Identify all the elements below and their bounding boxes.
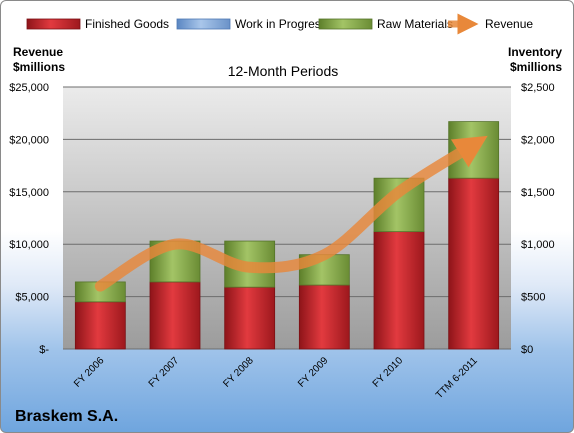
right-tick-label: $500 <box>521 292 545 304</box>
bar-finished-goods <box>373 231 425 350</box>
left-axis-label-line1: Revenue <box>13 45 63 59</box>
bar-finished-goods <box>224 286 276 350</box>
right-axis-ticks: $0 $500 $1,000 $1,500 $2,000 $2,500 <box>521 82 555 356</box>
right-tick-label: $2,500 <box>521 82 555 94</box>
bar-finished-goods <box>448 177 500 350</box>
legend: Finished Goods Work in Progress Raw Materi… <box>26 13 533 35</box>
legend-label: Raw Materials <box>377 17 453 31</box>
revenue-series-line <box>94 135 488 292</box>
left-axis-ticks: $- $5,000 $10,000 $15,000 $20,000 $25,000 <box>9 82 49 356</box>
legend-label: Revenue <box>485 17 533 31</box>
left-tick-label: $5,000 <box>15 292 49 304</box>
bar-finished-goods <box>298 284 350 350</box>
x-tick-label: FY 2008 <box>221 355 256 390</box>
left-axis-label-line2: $millions <box>13 60 65 74</box>
right-tick-label: $2,000 <box>521 134 555 146</box>
x-tick-label: TTM 6-2011 <box>434 355 480 401</box>
legend-label: Finished Goods <box>85 17 169 31</box>
right-axis-label-line1: Inventory <box>508 45 562 59</box>
left-tick-label: $15,000 <box>9 187 49 199</box>
chart-title: 12-Month Periods <box>228 63 339 79</box>
x-tick-label: FY 2009 <box>296 355 331 390</box>
x-tick-label: FY 2007 <box>147 355 182 390</box>
revenue-line <box>94 135 488 292</box>
right-tick-label: $1,500 <box>521 187 555 199</box>
x-axis-ticks: FY 2006 FY 2007 FY 2008 FY 2009 FY 2010 TTM 6… <box>72 355 480 401</box>
left-tick-label: $10,000 <box>9 239 49 251</box>
legend-swatch <box>176 18 231 30</box>
left-tick-label: $20,000 <box>9 134 49 146</box>
x-tick-label: FY 2010 <box>371 355 406 390</box>
right-axis-label-line2: $millions <box>510 60 562 74</box>
left-tick-label: $- <box>39 344 49 356</box>
bar-finished-goods <box>74 301 126 350</box>
legend-label: Work in Progress <box>235 17 327 31</box>
x-tick-label: FY 2006 <box>72 355 107 390</box>
legend-swatch <box>26 18 81 30</box>
gridlines <box>63 86 511 350</box>
plot-area <box>63 87 511 349</box>
right-tick-label: $1,000 <box>521 239 555 251</box>
company-name: Braskem S.A. <box>15 408 118 425</box>
right-tick-label: $0 <box>521 344 533 356</box>
bar-finished-goods <box>149 281 201 350</box>
legend-swatch <box>318 18 373 30</box>
left-tick-label: $25,000 <box>9 82 49 94</box>
